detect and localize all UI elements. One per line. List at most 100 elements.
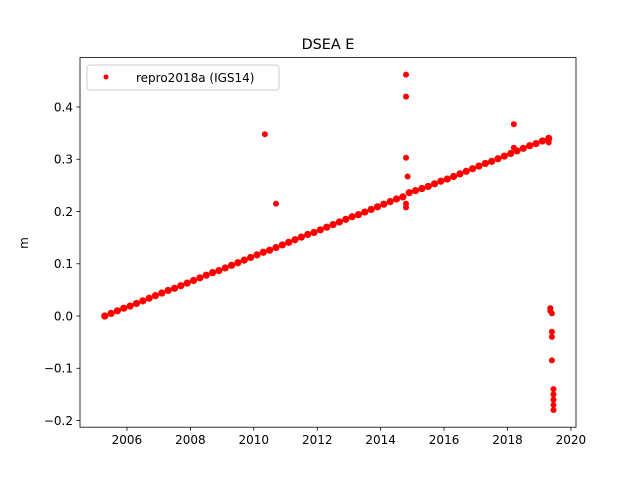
y-tick-label: 0.2 [54,205,73,219]
data-point [399,193,407,201]
data-point [373,203,382,211]
data-point [316,226,324,234]
data-point [526,142,534,150]
data-point [430,180,439,188]
data-point [158,289,166,297]
data-point [538,137,546,145]
data-point-outlier [550,407,557,414]
data-point [297,233,305,241]
data-point [354,211,363,219]
x-tick-label: 2018 [492,433,523,447]
data-point [488,157,496,165]
x-tick-label: 2010 [239,433,270,447]
x-tick-label: 2020 [556,433,587,447]
data-point [164,286,172,295]
data-point [170,284,179,292]
data-point [392,195,401,203]
y-tick-label: 0.0 [54,309,73,323]
data-point [405,189,413,197]
data-point [208,269,217,277]
data-point-outlier [510,121,517,128]
data-point [215,266,223,275]
x-tick-label: 2014 [365,433,396,447]
data-point [259,248,267,256]
data-point-outlier [548,357,555,364]
data-point-outlier [272,200,279,207]
data-point [145,294,153,302]
y-tick-label: 0.1 [54,257,73,271]
data-point [361,208,369,216]
data-point-outlier [548,310,555,317]
data-point [272,243,280,252]
data-point [126,302,134,310]
data-point-outlier [261,131,268,138]
data-point [253,251,261,259]
data-point [101,312,109,320]
legend-marker [103,74,109,80]
data-point-outlier [545,139,552,146]
data-point [291,236,299,244]
data-point [367,205,375,214]
data-point [449,172,458,181]
data-point [285,238,293,246]
data-point [240,256,248,264]
axes-frame [79,57,577,428]
data-point-outlier [550,401,557,408]
data-point-outlier [550,396,557,403]
data-point [266,246,274,254]
data-point [335,218,344,226]
data-point [380,200,388,208]
data-points [101,71,557,414]
data-point [475,162,483,170]
data-point [469,165,477,173]
y-tick-label: −0.2 [44,414,73,428]
legend-label: repro2018a (IGS14) [136,71,254,85]
data-point-outlier [550,386,557,393]
data-point-outlier [403,204,410,211]
y-axis-label: m [17,237,31,249]
data-point [113,307,122,315]
data-point [329,220,337,229]
y-tick-label: 0.3 [54,153,73,167]
data-point-outlier [404,173,411,180]
y-tick-label: −0.1 [44,362,73,376]
data-point [494,155,502,163]
data-point-outlier [403,154,410,161]
data-point [196,274,204,282]
data-point [519,144,527,152]
data-point [507,149,515,158]
x-tick-label: 2016 [429,433,460,447]
data-point [348,213,356,221]
legend: repro2018a (IGS14) [86,64,280,91]
data-point [411,187,420,195]
y-tick-label: 0.4 [54,100,73,114]
y-axis: −0.2 −0.1 0.0 0.1 0.2 0.3 0.4 [44,100,80,428]
data-point [177,282,185,290]
data-point [443,175,451,183]
data-point [120,304,128,312]
data-point-outlier [548,333,555,340]
legend-box [86,64,280,91]
data-point [342,215,350,223]
x-tick-label: 2006 [112,433,143,447]
data-point [132,299,141,308]
data-point-outlier [550,391,557,398]
data-point [437,177,445,185]
data-point [139,297,147,305]
data-point [462,167,470,175]
x-axis: 2006 2008 2010 2012 2014 2016 2018 2020 [112,427,587,447]
data-point [310,228,318,237]
x-tick-label: 2008 [175,433,206,447]
data-point [304,230,312,239]
data-point [386,197,394,206]
data-point [183,279,191,287]
data-point [221,264,229,272]
data-point [481,159,489,168]
data-point [107,309,115,318]
chart-title: DSEA E [302,37,355,53]
data-point [189,276,198,285]
data-point-outlier [403,93,410,100]
x-tick-label: 2012 [302,433,333,447]
data-point [418,184,426,193]
data-point [456,170,464,178]
